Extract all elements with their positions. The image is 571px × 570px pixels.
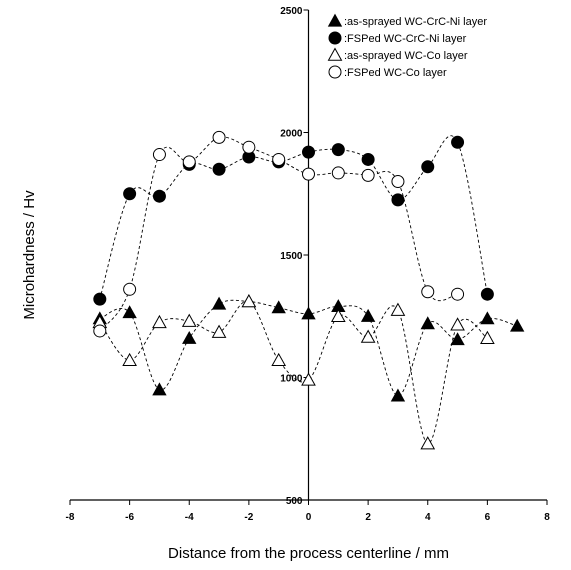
data-point-series-4 <box>302 167 315 181</box>
data-point-series-2 <box>93 292 107 306</box>
data-point-series-4 <box>152 148 166 162</box>
data-point-series-3 <box>330 308 346 322</box>
data-point-series-4 <box>391 175 405 188</box>
data-point-series-4 <box>361 168 375 182</box>
data-point-series-1 <box>152 382 167 396</box>
series-markers <box>92 130 525 450</box>
x-tick-label: -6 <box>125 512 134 523</box>
data-point-series-1 <box>450 332 465 346</box>
data-point-series-2 <box>391 193 405 207</box>
data-point-series-3 <box>122 352 137 367</box>
data-point-series-3 <box>390 302 406 316</box>
data-point-series-4 <box>421 285 435 299</box>
y-axis-title: Microhardness / Hv <box>21 190 38 320</box>
data-point-series-4 <box>123 282 137 296</box>
data-point-series-3 <box>152 314 167 329</box>
data-point-series-3 <box>420 436 436 450</box>
data-point-series-2 <box>451 135 465 149</box>
legend-marker-3 <box>327 47 343 61</box>
data-point-series-2 <box>152 189 166 203</box>
data-point-series-1 <box>271 300 286 314</box>
y-tick-label: 2000 <box>280 129 303 140</box>
data-point-series-4 <box>242 140 256 154</box>
data-point-series-1 <box>420 316 435 330</box>
legend-marker-4 <box>328 65 342 79</box>
data-point-series-4 <box>272 152 286 166</box>
legend-marker-1 <box>327 13 343 27</box>
legend-label-3: :as-sprayed WC-Co layer <box>344 50 468 62</box>
y-tick-label: 2500 <box>280 6 303 17</box>
data-point-series-1 <box>211 296 227 310</box>
y-tick-label: 1500 <box>280 251 303 262</box>
legend: :as-sprayed WC-CrC-Ni layer :FSPed WC-CrC… <box>327 13 487 79</box>
data-point-series-4 <box>331 166 345 180</box>
data-point-series-3 <box>360 329 376 343</box>
data-point-series-2 <box>361 152 375 166</box>
data-point-series-3 <box>450 317 465 331</box>
data-point-series-2 <box>421 160 435 174</box>
legend-marker-2 <box>328 31 342 45</box>
x-tick-label: 0 <box>306 512 312 523</box>
x-tick-label: -8 <box>66 512 75 523</box>
x-tick-label: -2 <box>244 512 253 523</box>
data-point-series-4 <box>93 324 107 338</box>
data-point-series-3 <box>211 324 227 338</box>
x-tick-label: 8 <box>544 512 550 523</box>
x-tick-label: 6 <box>485 512 491 523</box>
data-point-series-4 <box>212 130 226 144</box>
legend-label-4: :FSPed WC-Co layer <box>344 67 447 79</box>
data-point-series-2 <box>480 287 494 301</box>
x-tick-label: 2 <box>365 512 371 523</box>
data-point-series-1 <box>510 318 525 332</box>
data-point-series-1 <box>390 388 406 402</box>
data-point-series-4 <box>182 155 196 169</box>
data-point-series-1 <box>360 308 376 322</box>
data-point-series-1 <box>122 305 137 319</box>
data-point-series-4 <box>451 287 465 301</box>
legend-label-2: :FSPed WC-CrC-Ni layer <box>344 33 467 45</box>
data-point-series-3 <box>480 330 495 344</box>
data-point-series-3 <box>271 352 287 367</box>
data-point-series-1 <box>182 330 197 344</box>
x-tick-label: 4 <box>425 512 431 523</box>
data-point-series-2 <box>302 145 315 159</box>
data-point-series-3 <box>301 372 316 386</box>
y-tick-label: 1000 <box>280 374 303 385</box>
x-axis-title: Distance from the process centerline / m… <box>168 545 449 562</box>
data-point-series-3 <box>181 313 197 327</box>
data-point-series-2 <box>331 143 345 157</box>
data-point-series-1 <box>301 306 316 320</box>
data-point-series-1 <box>480 311 495 325</box>
data-point-series-3 <box>241 294 257 308</box>
plot-frame: -8 -6 -4 -2 0 2 4 6 8 500 1000 1500 2000 2500 <box>66 6 551 523</box>
x-tick-label: -4 <box>185 512 194 523</box>
data-point-series-2 <box>212 162 226 176</box>
data-point-series-2 <box>123 187 137 201</box>
y-tick-label: 500 <box>286 496 303 507</box>
legend-label-1: :as-sprayed WC-CrC-Ni layer <box>344 16 487 28</box>
